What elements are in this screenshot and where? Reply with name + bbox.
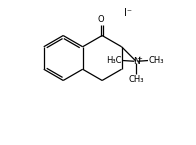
Text: +: +: [136, 56, 142, 62]
Text: O: O: [98, 15, 104, 24]
Text: I⁻: I⁻: [124, 8, 132, 18]
Text: CH₃: CH₃: [149, 56, 164, 65]
Text: N: N: [133, 57, 140, 66]
Text: CH₃: CH₃: [128, 75, 144, 85]
Text: H₃C: H₃C: [107, 56, 122, 65]
